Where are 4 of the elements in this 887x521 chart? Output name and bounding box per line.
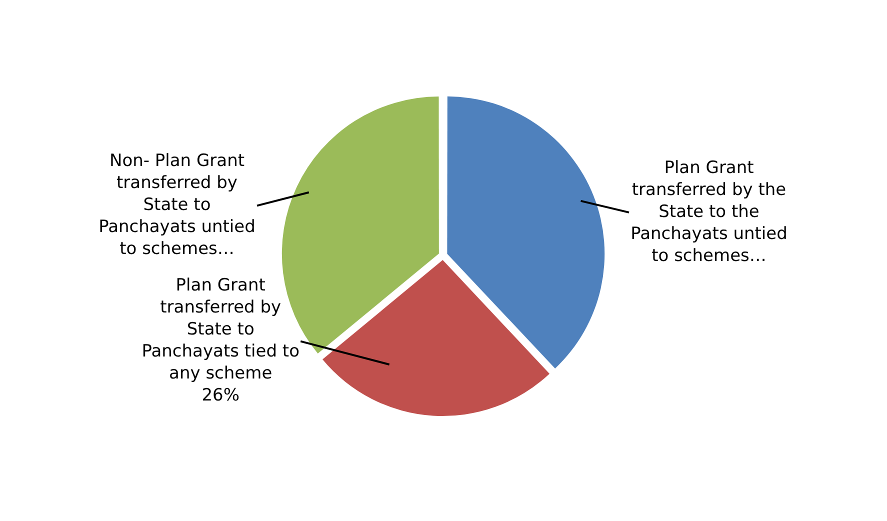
data-label: 26% [202, 386, 240, 406]
slice-label: Plan Grant transferred by State to Panchayats tied to any scheme [142, 276, 300, 384]
slice-label: Non- Plan Grant transferred by State to Panchayats untied to schemes… [98, 151, 256, 260]
slice-label: Plan Grant transferred by the State to the Panchayats untied to schemes… [630, 158, 788, 266]
